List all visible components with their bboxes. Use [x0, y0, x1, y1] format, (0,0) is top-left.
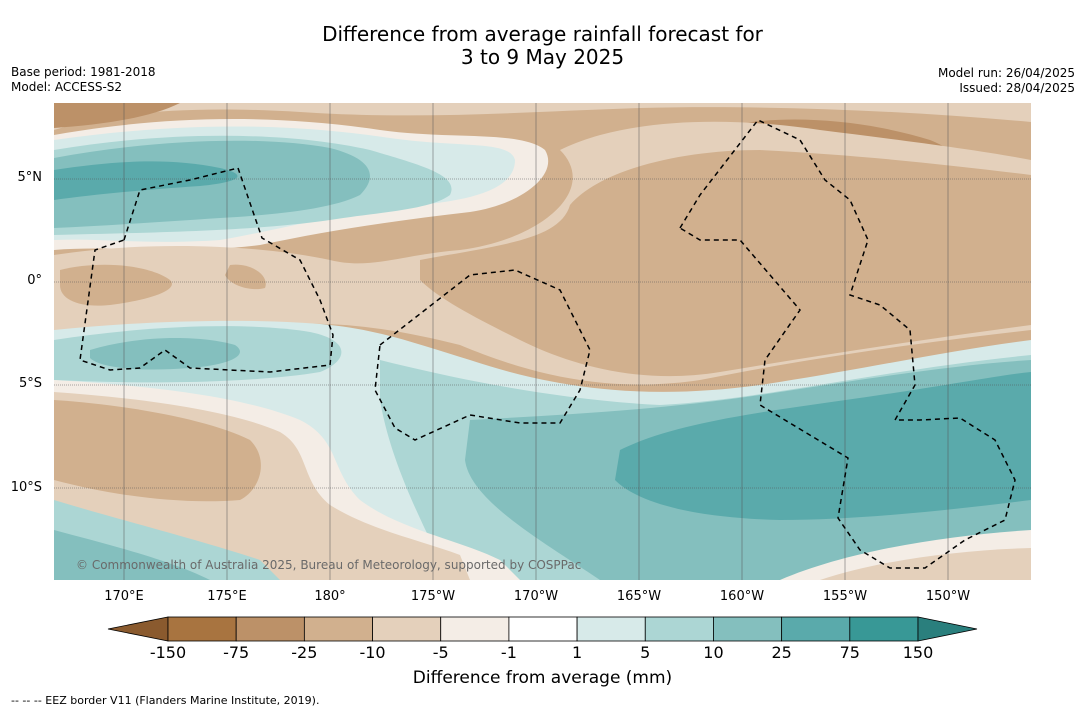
colorbar-tick-label: -5	[432, 643, 449, 662]
lon-label-180: 180°	[314, 589, 346, 604]
colorbar-tick-label: -25	[291, 643, 318, 662]
lon-label-170w: 170°W	[513, 589, 559, 604]
colorbar-tick-label: -1	[500, 643, 517, 662]
lon-label-175w: 175°W	[410, 589, 456, 604]
eez-borders	[79, 119, 1016, 569]
band-sw-wet-bottom2	[54, 530, 210, 580]
model-run: Model run: 26/04/2025	[937, 66, 1075, 80]
colorbar-tick-label: -150	[149, 643, 187, 662]
colorbar-swatch-0	[167, 616, 237, 642]
gridlines	[54, 103, 1031, 580]
rainfall-field	[54, 103, 1031, 580]
patch-west-dry	[60, 264, 172, 306]
band-north-wet4	[54, 161, 238, 200]
lon-label-165w: 165°W	[616, 589, 662, 604]
patch-se-dry	[820, 548, 1031, 580]
colorbar-swatch-6	[576, 616, 646, 642]
band-south-wet4	[615, 372, 1031, 520]
meta-left: Base period: 1981-2018 Model: ACCESS-S2	[11, 65, 156, 95]
colorbar-title: Difference from average (mm)	[412, 668, 673, 688]
lon-label-160w: 160°W	[719, 589, 765, 604]
lon-label-175e: 175°E	[207, 589, 247, 604]
band-south-dry2	[54, 400, 261, 502]
base-period: Base period: 1981-2018	[11, 65, 156, 79]
colorbar-swatch-1	[235, 616, 305, 642]
lon-label-150w: 150°W	[925, 589, 971, 604]
map-title-line1: Difference from average rainfall forecas…	[322, 22, 763, 46]
lat-label-0: 0°	[27, 273, 42, 288]
colorbar-tick-label: 5	[640, 643, 651, 662]
colorbar-tick-label: -75	[223, 643, 250, 662]
colorbar-extend-max	[917, 616, 978, 642]
lat-label-5s: 5°S	[18, 376, 42, 391]
colorbar-swatch-3	[372, 616, 442, 642]
patch-small-dry	[225, 264, 266, 290]
colorbar-swatch-4	[440, 616, 510, 642]
lat-label-10s: 10°S	[10, 480, 42, 495]
colorbar-swatch-7	[644, 616, 714, 642]
band-sw-wet3	[90, 338, 240, 370]
model-name: Model: ACCESS-S2	[11, 80, 123, 94]
eez-legend-note: -- -- -- EEZ border V11 (Flanders Marine…	[11, 694, 320, 707]
colorbar-tick-label: 75	[839, 643, 860, 662]
lat-label-5n: 5°N	[17, 170, 43, 185]
colorbar-swatch-10	[849, 616, 919, 642]
band-north-light	[54, 103, 1031, 130]
colorbar-tick-label: 10	[703, 643, 724, 662]
patch-nw-dry	[54, 103, 180, 128]
colorbar-swatch-9	[781, 616, 851, 642]
issued-date: Issued: 28/04/2025	[959, 81, 1075, 95]
lon-label-170e: 170°E	[104, 589, 144, 604]
lon-label-155w: 155°W	[822, 589, 868, 604]
colorbar-tick-label: 25	[771, 643, 792, 662]
colorbar-swatch-5	[508, 616, 578, 642]
colorbar	[107, 616, 978, 642]
colorbar-swatch-2	[303, 616, 373, 642]
colorbar-tick-label: 150	[902, 643, 934, 662]
map-title-line2: 3 to 9 May 2025	[460, 45, 625, 69]
colorbar-swatch-8	[713, 616, 783, 642]
band-equator-dry2	[420, 150, 1031, 377]
colorbar-tick-label: -10	[359, 643, 386, 662]
meta-right: Model run: 26/04/2025 Issued: 28/04/2025	[938, 66, 1075, 96]
colorbar-tick-label: 1	[571, 643, 583, 662]
copyright-notice: © Commonwealth of Australia 2025, Bureau…	[76, 558, 582, 572]
colorbar-extend-min	[107, 616, 169, 642]
